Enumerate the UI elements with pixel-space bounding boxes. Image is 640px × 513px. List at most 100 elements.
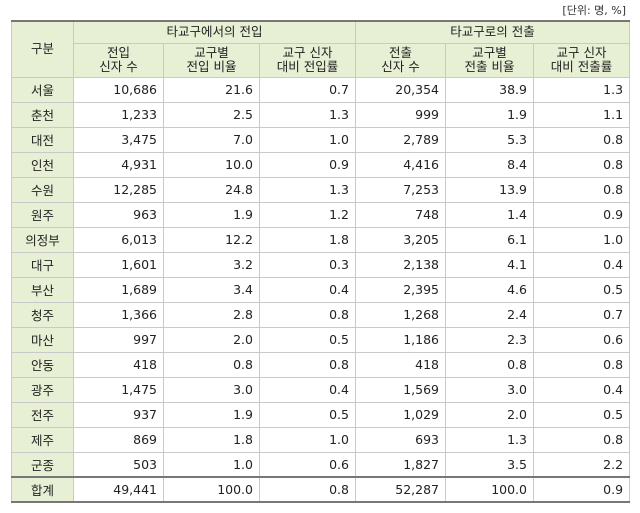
cell-in-ratio: 3.2	[163, 251, 260, 278]
cell-out-rate: 1.3	[532, 76, 631, 103]
row-name: 군종	[11, 451, 74, 478]
row-name: 수원	[11, 176, 74, 203]
cell-in-ratio: 2.5	[163, 101, 260, 128]
cell-in-rate: 0.4	[259, 376, 356, 403]
cell-out-ratio: 13.9	[445, 176, 534, 203]
total-row: 합계 49,441 100.0 0.8 52,287 100.0 0.9	[11, 476, 631, 503]
unit-note: [단위: 명, %]	[562, 4, 626, 17]
cell-in-rate: 0.4	[259, 276, 356, 303]
row-name: 청주	[11, 301, 74, 328]
row-name: 대구	[11, 251, 74, 278]
cell-out-rate: 0.8	[532, 126, 631, 153]
header-out-rate: 교구 신자 대비 전출률	[532, 42, 631, 78]
cell-out-rate: 0.5	[532, 276, 631, 303]
row-name: 전주	[11, 401, 74, 428]
cell-out-rate: 1.1	[532, 101, 631, 128]
cell-out-rate: 0.9	[532, 201, 631, 228]
cell-out-count: 1,569	[355, 376, 446, 403]
cell-out-rate: 2.2	[532, 451, 631, 478]
cell-out-count: 1,186	[355, 326, 446, 353]
cell-out-rate: 0.8	[532, 351, 631, 378]
cell-in-ratio: 7.0	[163, 126, 260, 153]
cell-out-rate: 0.4	[532, 376, 631, 403]
cell-in-ratio: 100.0	[163, 476, 260, 503]
table-row: 마산 997 2.0 0.5 1,186 2.3 0.6	[11, 326, 631, 353]
cell-out-rate: 0.6	[532, 326, 631, 353]
cell-out-count: 3,205	[355, 226, 446, 253]
cell-out-count: 20,354	[355, 76, 446, 103]
cell-out-count: 999	[355, 101, 446, 128]
row-name: 광주	[11, 376, 74, 403]
cell-in-count: 963	[73, 201, 164, 228]
cell-out-rate: 1.0	[532, 226, 631, 253]
header-in-count: 전입 신자 수	[73, 42, 164, 78]
cell-in-rate: 0.6	[259, 451, 356, 478]
row-name: 제주	[11, 426, 74, 453]
table-row: 전주 937 1.9 0.5 1,029 2.0 0.5	[11, 401, 631, 428]
cell-in-count: 1,689	[73, 276, 164, 303]
table-row: 광주 1,475 3.0 0.4 1,569 3.0 0.4	[11, 376, 631, 403]
table-row: 수원 12,285 24.8 1.3 7,253 13.9 0.8	[11, 176, 631, 203]
header-group-out: 타교구로의 전출	[354, 20, 631, 44]
cell-in-rate: 0.3	[259, 251, 356, 278]
cell-in-rate: 1.2	[259, 201, 356, 228]
cell-in-rate: 0.8	[259, 351, 356, 378]
cell-out-rate: 0.7	[532, 301, 631, 328]
cell-in-ratio: 10.0	[163, 151, 260, 178]
row-name: 인천	[11, 151, 74, 178]
row-name: 원주	[11, 201, 74, 228]
cell-in-ratio: 24.8	[163, 176, 260, 203]
cell-out-count: 7,253	[355, 176, 446, 203]
cell-out-rate: 0.8	[532, 176, 631, 203]
cell-out-ratio: 1.3	[445, 426, 534, 453]
cell-in-ratio: 3.0	[163, 376, 260, 403]
cell-out-count: 1,827	[355, 451, 446, 478]
table-row: 제주 869 1.8 1.0 693 1.3 0.8	[11, 426, 631, 453]
header-out-ratio: 교구별 전출 비율	[445, 42, 534, 78]
cell-in-rate: 1.0	[259, 126, 356, 153]
cell-out-ratio: 5.3	[445, 126, 534, 153]
cell-out-rate: 0.4	[532, 251, 631, 278]
cell-in-count: 869	[73, 426, 164, 453]
cell-in-rate: 0.5	[259, 401, 356, 428]
cell-in-count: 1,366	[73, 301, 164, 328]
table-row: 안동 418 0.8 0.8 418 0.8 0.8	[11, 351, 631, 378]
cell-out-count: 693	[355, 426, 446, 453]
row-name: 마산	[11, 326, 74, 353]
cell-in-count: 937	[73, 401, 164, 428]
header-group-in: 타교구에서의 전입	[73, 20, 356, 44]
row-name: 의정부	[11, 226, 74, 253]
cell-out-count: 748	[355, 201, 446, 228]
header-region: 구분	[11, 20, 74, 78]
cell-out-ratio: 0.8	[445, 351, 534, 378]
cell-out-count: 1,268	[355, 301, 446, 328]
cell-out-ratio: 1.4	[445, 201, 534, 228]
cell-in-count: 3,475	[73, 126, 164, 153]
table-row: 인천 4,931 10.0 0.9 4,416 8.4 0.8	[11, 151, 631, 178]
cell-in-count: 12,285	[73, 176, 164, 203]
table-row: 대구 1,601 3.2 0.3 2,138 4.1 0.4	[11, 251, 631, 278]
row-name: 안동	[11, 351, 74, 378]
header-in-ratio: 교구별 전입 비율	[163, 42, 260, 78]
cell-out-ratio: 3.5	[445, 451, 534, 478]
cell-out-ratio: 8.4	[445, 151, 534, 178]
cell-in-ratio: 2.8	[163, 301, 260, 328]
table-row: 부산 1,689 3.4 0.4 2,395 4.6 0.5	[11, 276, 631, 303]
header-out-count: 전출 신자 수	[355, 42, 446, 78]
cell-in-count: 10,686	[73, 76, 164, 103]
cell-out-ratio: 2.3	[445, 326, 534, 353]
cell-out-count: 418	[355, 351, 446, 378]
row-name: 서울	[11, 76, 74, 103]
cell-out-ratio: 1.9	[445, 101, 534, 128]
cell-in-ratio: 3.4	[163, 276, 260, 303]
cell-out-ratio: 38.9	[445, 76, 534, 103]
cell-out-ratio: 6.1	[445, 226, 534, 253]
cell-in-rate: 1.3	[259, 101, 356, 128]
cell-in-ratio: 0.8	[163, 351, 260, 378]
cell-out-rate: 0.5	[532, 401, 631, 428]
cell-in-ratio: 1.9	[163, 401, 260, 428]
cell-out-rate: 0.8	[532, 426, 631, 453]
table-body: 서울 10,686 21.6 0.7 20,354 38.9 1.3 춘천 1,233 2.5 1…	[11, 76, 631, 503]
cell-out-count: 1,029	[355, 401, 446, 428]
cell-out-rate: 0.9	[532, 476, 631, 503]
